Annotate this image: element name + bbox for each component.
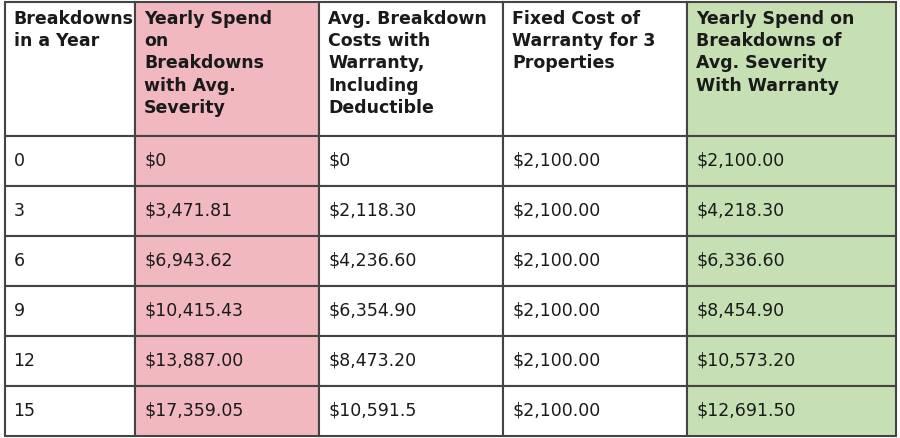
- Bar: [320, 136, 503, 186]
- Bar: [688, 2, 896, 136]
- Bar: [135, 136, 320, 186]
- Text: $2,100.00: $2,100.00: [512, 352, 600, 370]
- Bar: [503, 386, 688, 436]
- Text: $10,573.20: $10,573.20: [697, 352, 796, 370]
- Bar: [688, 286, 896, 336]
- Text: 15: 15: [14, 402, 35, 420]
- Bar: [503, 186, 688, 236]
- Text: $6,354.90: $6,354.90: [328, 302, 417, 320]
- Bar: [688, 336, 896, 386]
- Bar: [320, 286, 503, 336]
- Text: Fixed Cost of
Warranty for 3
Properties: Fixed Cost of Warranty for 3 Properties: [512, 10, 655, 72]
- Bar: [320, 386, 503, 436]
- Bar: [688, 386, 896, 436]
- Bar: [503, 2, 688, 136]
- Text: Yearly Spend on
Breakdowns of
Avg. Severity
With Warranty: Yearly Spend on Breakdowns of Avg. Sever…: [697, 10, 855, 95]
- Text: $10,415.43: $10,415.43: [144, 302, 243, 320]
- Text: Avg. Breakdown
Costs with
Warranty,
Including
Deductible: Avg. Breakdown Costs with Warranty, Incl…: [328, 10, 487, 117]
- Bar: [4, 236, 135, 286]
- Bar: [503, 286, 688, 336]
- Text: 12: 12: [14, 352, 35, 370]
- Bar: [135, 186, 320, 236]
- Bar: [4, 386, 135, 436]
- Text: 0: 0: [14, 152, 24, 170]
- Text: $3,471.81: $3,471.81: [144, 202, 232, 220]
- Bar: [688, 236, 896, 286]
- Bar: [4, 136, 135, 186]
- Text: Breakdowns
in a Year: Breakdowns in a Year: [14, 10, 133, 50]
- Bar: [135, 386, 320, 436]
- Bar: [320, 2, 503, 136]
- Bar: [4, 286, 135, 336]
- Bar: [320, 186, 503, 236]
- Text: $2,100.00: $2,100.00: [512, 252, 600, 270]
- Bar: [4, 2, 135, 136]
- Bar: [4, 336, 135, 386]
- Text: $2,118.30: $2,118.30: [328, 202, 417, 220]
- Bar: [688, 186, 896, 236]
- Bar: [135, 236, 320, 286]
- Bar: [135, 336, 320, 386]
- Text: Yearly Spend
on
Breakdowns
with Avg.
Severity: Yearly Spend on Breakdowns with Avg. Sev…: [144, 10, 273, 117]
- Text: $10,591.5: $10,591.5: [328, 402, 417, 420]
- Text: $0: $0: [328, 152, 350, 170]
- Text: $17,359.05: $17,359.05: [144, 402, 244, 420]
- Text: $2,100.00: $2,100.00: [512, 202, 600, 220]
- Bar: [135, 286, 320, 336]
- Text: $2,100.00: $2,100.00: [697, 152, 785, 170]
- Text: 9: 9: [14, 302, 24, 320]
- Text: $6,943.62: $6,943.62: [144, 252, 233, 270]
- Text: $6,336.60: $6,336.60: [697, 252, 785, 270]
- Text: $0: $0: [144, 152, 166, 170]
- Text: $4,218.30: $4,218.30: [697, 202, 785, 220]
- Text: $8,454.90: $8,454.90: [697, 302, 785, 320]
- Text: $2,100.00: $2,100.00: [512, 302, 600, 320]
- Text: $12,691.50: $12,691.50: [697, 402, 796, 420]
- Text: $8,473.20: $8,473.20: [328, 352, 417, 370]
- Text: 3: 3: [14, 202, 24, 220]
- Bar: [688, 136, 896, 186]
- Text: $13,887.00: $13,887.00: [144, 352, 244, 370]
- Bar: [503, 236, 688, 286]
- Text: $2,100.00: $2,100.00: [512, 402, 600, 420]
- Bar: [4, 186, 135, 236]
- Bar: [503, 336, 688, 386]
- Text: $4,236.60: $4,236.60: [328, 252, 417, 270]
- Bar: [320, 236, 503, 286]
- Bar: [503, 136, 688, 186]
- Bar: [135, 2, 320, 136]
- Text: $2,100.00: $2,100.00: [512, 152, 600, 170]
- Bar: [320, 336, 503, 386]
- Text: 6: 6: [14, 252, 24, 270]
